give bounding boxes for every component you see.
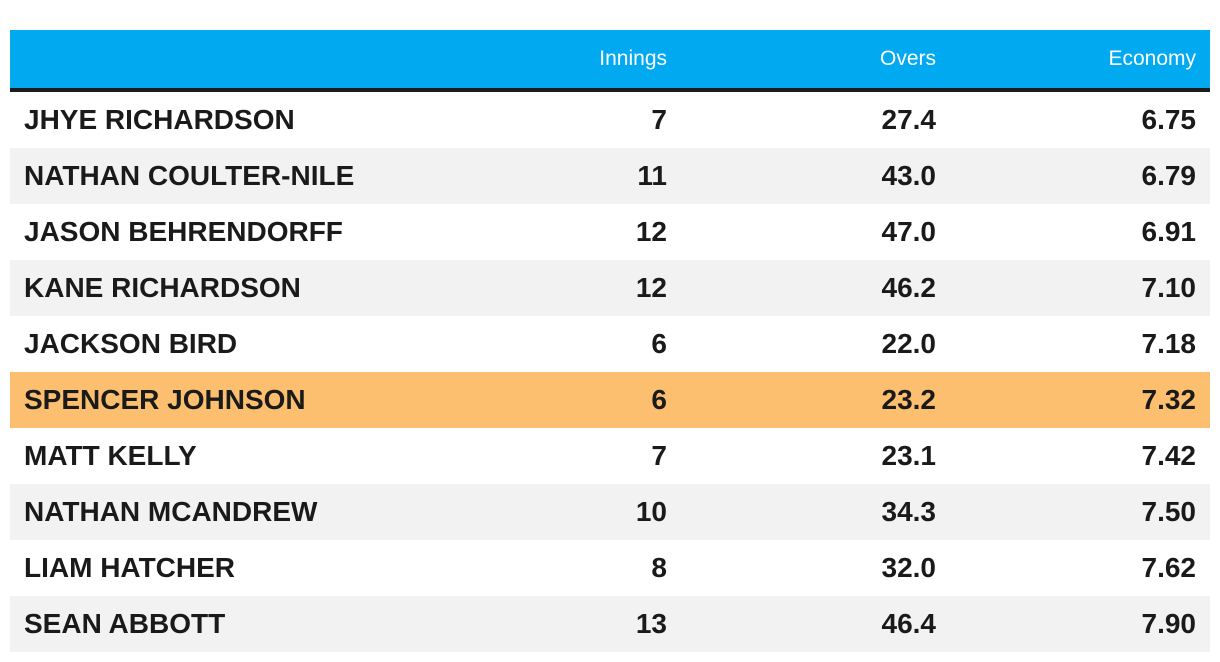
cell-economy: 7.32 xyxy=(1141,384,1197,415)
cell-overs: 43.0 xyxy=(881,160,937,191)
cell-player-name: SEAN ABBOTT xyxy=(24,608,226,639)
table-row: JASON BEHRENDORFF 12 47.0 6.91 xyxy=(10,204,1210,260)
table-row: KANE RICHARDSON 12 46.2 7.10 xyxy=(10,260,1210,316)
cell-overs: 34.3 xyxy=(881,496,937,527)
cell-economy: 6.75 xyxy=(1141,104,1197,135)
cell-economy: 7.42 xyxy=(1141,440,1197,471)
cell-overs: 23.2 xyxy=(881,384,937,415)
cell-player-name: JHYE RICHARDSON xyxy=(24,104,295,135)
table-row: MATT KELLY 7 23.1 7.42 xyxy=(10,428,1210,484)
cell-innings: 12 xyxy=(635,216,667,247)
table-row: SEAN ABBOTT 13 46.4 7.90 xyxy=(10,596,1210,652)
table-body: JHYE RICHARDSON 7 27.4 6.75 NATHAN COULTER-N… xyxy=(10,92,1210,652)
cell-economy: 7.62 xyxy=(1141,552,1197,583)
cell-innings: 13 xyxy=(635,608,667,639)
cell-innings: 8 xyxy=(651,552,667,583)
cell-economy: 7.50 xyxy=(1141,496,1197,527)
cell-innings: 7 xyxy=(651,104,667,135)
cell-innings: 6 xyxy=(651,384,667,415)
header-economy: Economy xyxy=(1108,47,1196,70)
cell-player-name: JASON BEHRENDORFF xyxy=(24,216,343,247)
table-row: JACKSON BIRD 6 22.0 7.18 xyxy=(10,316,1210,372)
cell-overs: 27.4 xyxy=(881,104,937,135)
cell-overs: 46.2 xyxy=(881,272,937,303)
cell-innings: 12 xyxy=(635,272,667,303)
cell-economy: 6.91 xyxy=(1141,216,1197,247)
header-overs: Overs xyxy=(879,47,936,70)
table-row-highlighted: SPENCER JOHNSON 6 23.2 7.32 xyxy=(10,372,1210,428)
stats-table: Innings Overs Economy JHYE RICHARDSON 7 27… xyxy=(10,30,1210,652)
cell-innings: 6 xyxy=(651,328,667,359)
cell-player-name: LIAM HATCHER xyxy=(24,552,236,583)
cell-innings: 7 xyxy=(651,440,667,471)
table-header: Innings Overs Economy xyxy=(10,30,1210,92)
cell-player-name: NATHAN COULTER-NILE xyxy=(24,160,355,191)
table-row: NATHAN MCANDREW 10 34.3 7.50 xyxy=(10,484,1210,540)
cell-player-name: JACKSON BIRD xyxy=(24,328,238,359)
table-row: LIAM HATCHER 8 32.0 7.62 xyxy=(10,540,1210,596)
table-row: NATHAN COULTER-NILE 11 43.0 6.79 xyxy=(10,148,1210,204)
cell-player-name: NATHAN MCANDREW xyxy=(24,496,318,527)
cell-player-name: KANE RICHARDSON xyxy=(24,272,301,303)
cell-overs: 22.0 xyxy=(881,328,937,359)
cell-overs: 46.4 xyxy=(881,608,937,639)
cell-economy: 7.18 xyxy=(1141,328,1197,359)
cell-economy: 6.79 xyxy=(1141,160,1197,191)
header-innings: Innings xyxy=(599,47,667,70)
cell-economy: 7.10 xyxy=(1141,272,1197,303)
table-row: JHYE RICHARDSON 7 27.4 6.75 xyxy=(10,92,1210,148)
cell-player-name: SPENCER JOHNSON xyxy=(24,384,306,415)
cell-overs: 32.0 xyxy=(881,552,937,583)
cell-overs: 47.0 xyxy=(881,216,937,247)
cell-overs: 23.1 xyxy=(881,440,937,471)
cell-innings: 11 xyxy=(637,160,667,191)
cell-economy: 7.90 xyxy=(1141,608,1197,639)
cell-innings: 10 xyxy=(635,496,667,527)
cell-player-name: MATT KELLY xyxy=(24,440,197,471)
